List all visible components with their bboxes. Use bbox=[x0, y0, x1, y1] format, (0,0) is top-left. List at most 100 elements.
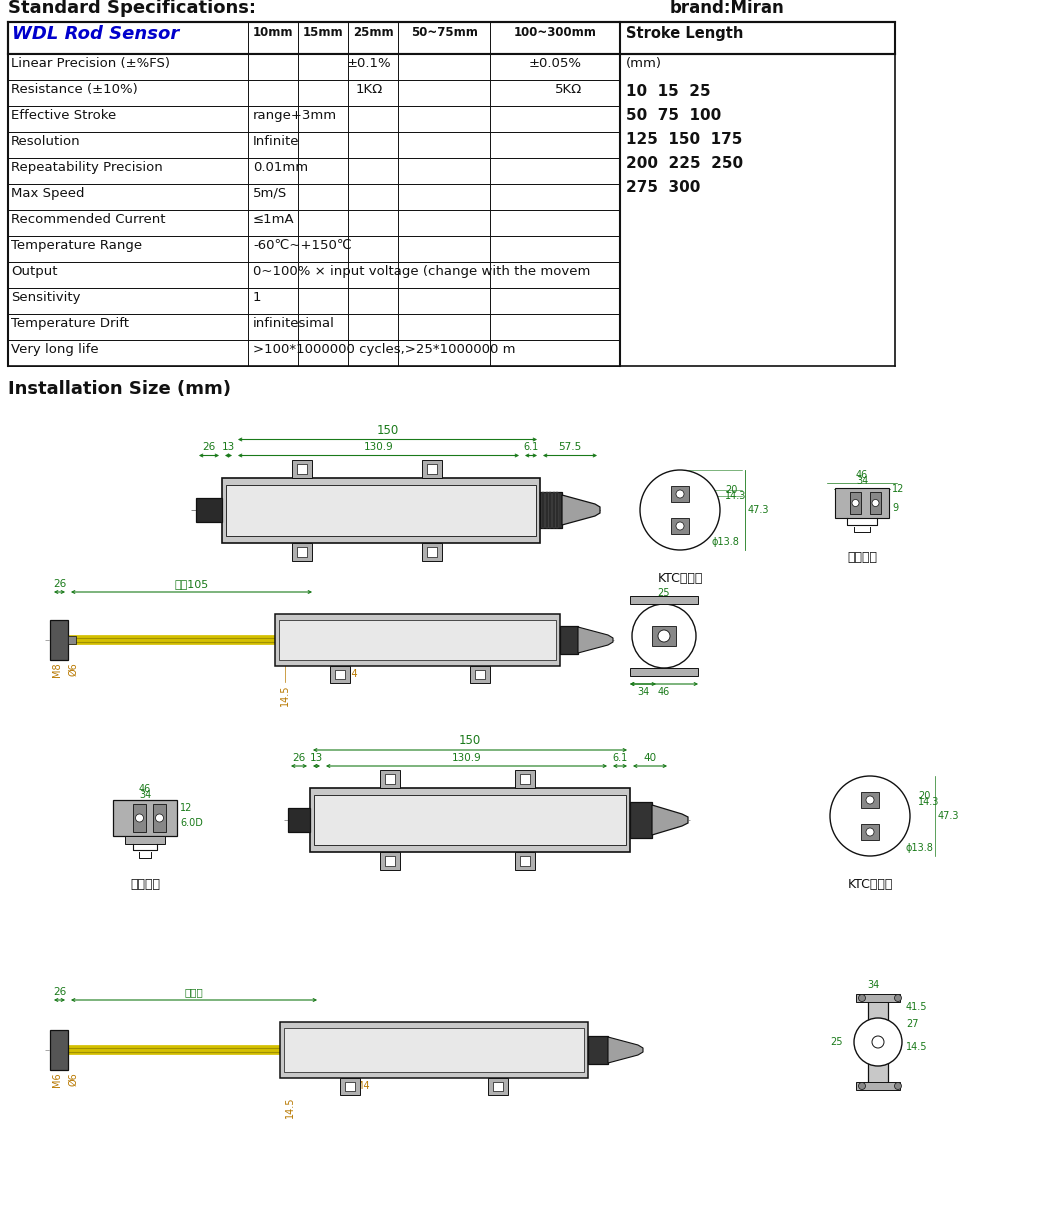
Bar bbox=[8, 80, 620, 107]
Polygon shape bbox=[652, 805, 688, 836]
Text: WDL Rod Sensor: WDL Rod Sensor bbox=[12, 25, 179, 44]
Text: 100~300mm: 100~300mm bbox=[513, 25, 597, 39]
Circle shape bbox=[859, 1083, 866, 1090]
Bar bbox=[422, 543, 442, 561]
Text: 1KΩ: 1KΩ bbox=[355, 84, 383, 96]
Bar bbox=[50, 620, 68, 660]
Text: range+3mm: range+3mm bbox=[253, 109, 337, 122]
Bar bbox=[8, 22, 895, 54]
Bar bbox=[292, 543, 312, 561]
Text: Repeatability Precision: Repeatability Precision bbox=[11, 161, 163, 174]
Text: M8: M8 bbox=[52, 662, 61, 677]
Circle shape bbox=[872, 499, 879, 506]
Circle shape bbox=[632, 604, 696, 668]
Bar bbox=[8, 340, 620, 366]
Circle shape bbox=[676, 490, 684, 498]
Text: -60℃~+150℃: -60℃~+150℃ bbox=[253, 239, 352, 252]
Text: infinitesimal: infinitesimal bbox=[253, 317, 335, 331]
Polygon shape bbox=[608, 1037, 643, 1063]
Text: 47.3: 47.3 bbox=[748, 505, 770, 515]
Bar bbox=[8, 54, 620, 80]
Bar bbox=[540, 492, 562, 528]
Text: Standard Specifications:: Standard Specifications: bbox=[8, 0, 257, 17]
Text: 125  150  175: 125 150 175 bbox=[626, 132, 742, 147]
Bar bbox=[861, 792, 879, 808]
Bar bbox=[856, 994, 900, 1001]
Bar bbox=[50, 1031, 68, 1071]
Text: Effective Stroke: Effective Stroke bbox=[11, 109, 117, 122]
Bar bbox=[630, 802, 652, 838]
Text: 130.9: 130.9 bbox=[364, 442, 393, 453]
Text: 130.9: 130.9 bbox=[452, 753, 481, 763]
Text: 安装支架: 安装支架 bbox=[847, 551, 877, 564]
Text: 50  75  100: 50 75 100 bbox=[626, 108, 721, 124]
Bar bbox=[8, 262, 620, 288]
Bar bbox=[630, 596, 697, 604]
Text: 150: 150 bbox=[376, 424, 399, 436]
Text: 57.5: 57.5 bbox=[559, 442, 582, 453]
Text: Infinite: Infinite bbox=[253, 134, 300, 148]
Text: 20: 20 bbox=[918, 791, 931, 800]
Bar bbox=[470, 666, 490, 683]
Bar bbox=[8, 314, 620, 340]
Text: 275  300: 275 300 bbox=[626, 180, 701, 195]
Bar bbox=[344, 1081, 355, 1091]
Text: 行程应: 行程应 bbox=[184, 987, 204, 997]
Text: Resistance (±10%): Resistance (±10%) bbox=[11, 84, 138, 96]
Bar bbox=[314, 794, 626, 845]
Bar bbox=[8, 288, 620, 314]
Circle shape bbox=[676, 522, 684, 530]
Text: 46: 46 bbox=[855, 470, 868, 480]
Polygon shape bbox=[562, 495, 600, 526]
Bar bbox=[280, 1022, 588, 1078]
Text: 6.0D: 6.0D bbox=[180, 817, 202, 828]
Text: 0.01mm: 0.01mm bbox=[253, 161, 308, 174]
Bar bbox=[861, 823, 879, 840]
Circle shape bbox=[895, 1083, 901, 1090]
Bar bbox=[8, 210, 620, 236]
Circle shape bbox=[852, 499, 859, 506]
Text: Stroke Length: Stroke Length bbox=[626, 25, 743, 41]
Circle shape bbox=[830, 776, 909, 856]
Text: ±0.1%: ±0.1% bbox=[347, 57, 391, 70]
Text: Recommended Current: Recommended Current bbox=[11, 213, 165, 226]
Bar bbox=[310, 788, 630, 853]
Text: ≤1mA: ≤1mA bbox=[253, 213, 295, 226]
Bar bbox=[552, 492, 554, 528]
Text: 9: 9 bbox=[893, 503, 898, 513]
Bar bbox=[8, 236, 620, 262]
Text: 13: 13 bbox=[222, 442, 235, 453]
Text: 10  15  25: 10 15 25 bbox=[626, 84, 710, 99]
Circle shape bbox=[859, 994, 866, 1001]
Text: ±0.05%: ±0.05% bbox=[529, 57, 582, 70]
Bar bbox=[588, 1035, 608, 1064]
Text: 25: 25 bbox=[658, 589, 670, 598]
Bar bbox=[515, 853, 535, 869]
Circle shape bbox=[658, 630, 670, 642]
Text: Very long life: Very long life bbox=[11, 343, 99, 356]
Text: ϕ13.8: ϕ13.8 bbox=[905, 843, 933, 853]
Text: 5m/S: 5m/S bbox=[253, 186, 287, 200]
Text: Max Speed: Max Speed bbox=[11, 186, 85, 200]
Text: 12: 12 bbox=[893, 484, 904, 494]
Bar bbox=[515, 770, 535, 788]
Bar bbox=[835, 488, 889, 518]
Text: 安装支架: 安装支架 bbox=[130, 878, 160, 891]
Bar bbox=[335, 670, 344, 679]
Bar bbox=[671, 486, 689, 503]
Bar bbox=[630, 668, 697, 676]
Text: 150: 150 bbox=[459, 734, 481, 747]
Bar bbox=[549, 492, 551, 528]
Text: 40: 40 bbox=[643, 753, 656, 763]
Bar bbox=[68, 636, 76, 644]
Text: 25mm: 25mm bbox=[353, 25, 393, 39]
Bar bbox=[385, 774, 395, 784]
Text: 26: 26 bbox=[53, 579, 66, 589]
Text: 14.3: 14.3 bbox=[918, 797, 939, 807]
Text: 6.1: 6.1 bbox=[524, 442, 538, 453]
Text: 41.5: 41.5 bbox=[906, 1001, 928, 1012]
Bar bbox=[125, 836, 165, 844]
Bar bbox=[297, 464, 307, 474]
Text: 26: 26 bbox=[202, 442, 215, 453]
Text: brand:Miran: brand:Miran bbox=[670, 0, 784, 17]
